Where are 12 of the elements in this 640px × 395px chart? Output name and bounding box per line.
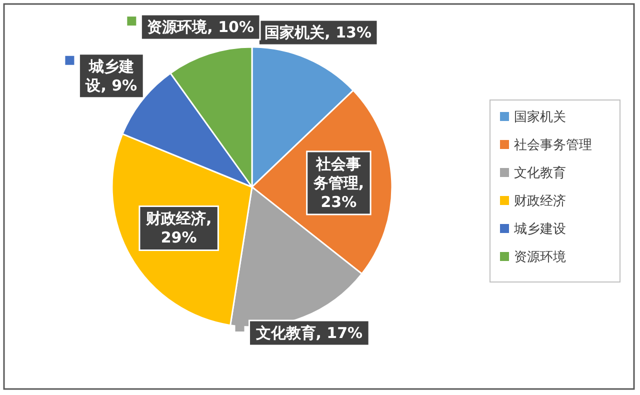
data-label: 城乡建设, 9%	[84, 57, 138, 94]
legend-label: 资源环境	[514, 249, 566, 265]
data-label: 财政经济, 29%	[144, 210, 212, 247]
data-label: 社会事务管理, 23%	[312, 154, 364, 211]
data-label: 资源环境, 10%	[147, 18, 254, 36]
data-label: 文化教育, 17%	[254, 324, 363, 342]
legend-label: 财政经济	[514, 194, 566, 209]
legend-label: 社会事务管理	[514, 138, 592, 153]
legend-label: 城乡建设	[513, 222, 566, 237]
data-label: 国家机关, 13%	[264, 24, 372, 42]
legend-label: 国家机关	[514, 109, 566, 125]
legend-label: 文化教育	[514, 165, 566, 181]
